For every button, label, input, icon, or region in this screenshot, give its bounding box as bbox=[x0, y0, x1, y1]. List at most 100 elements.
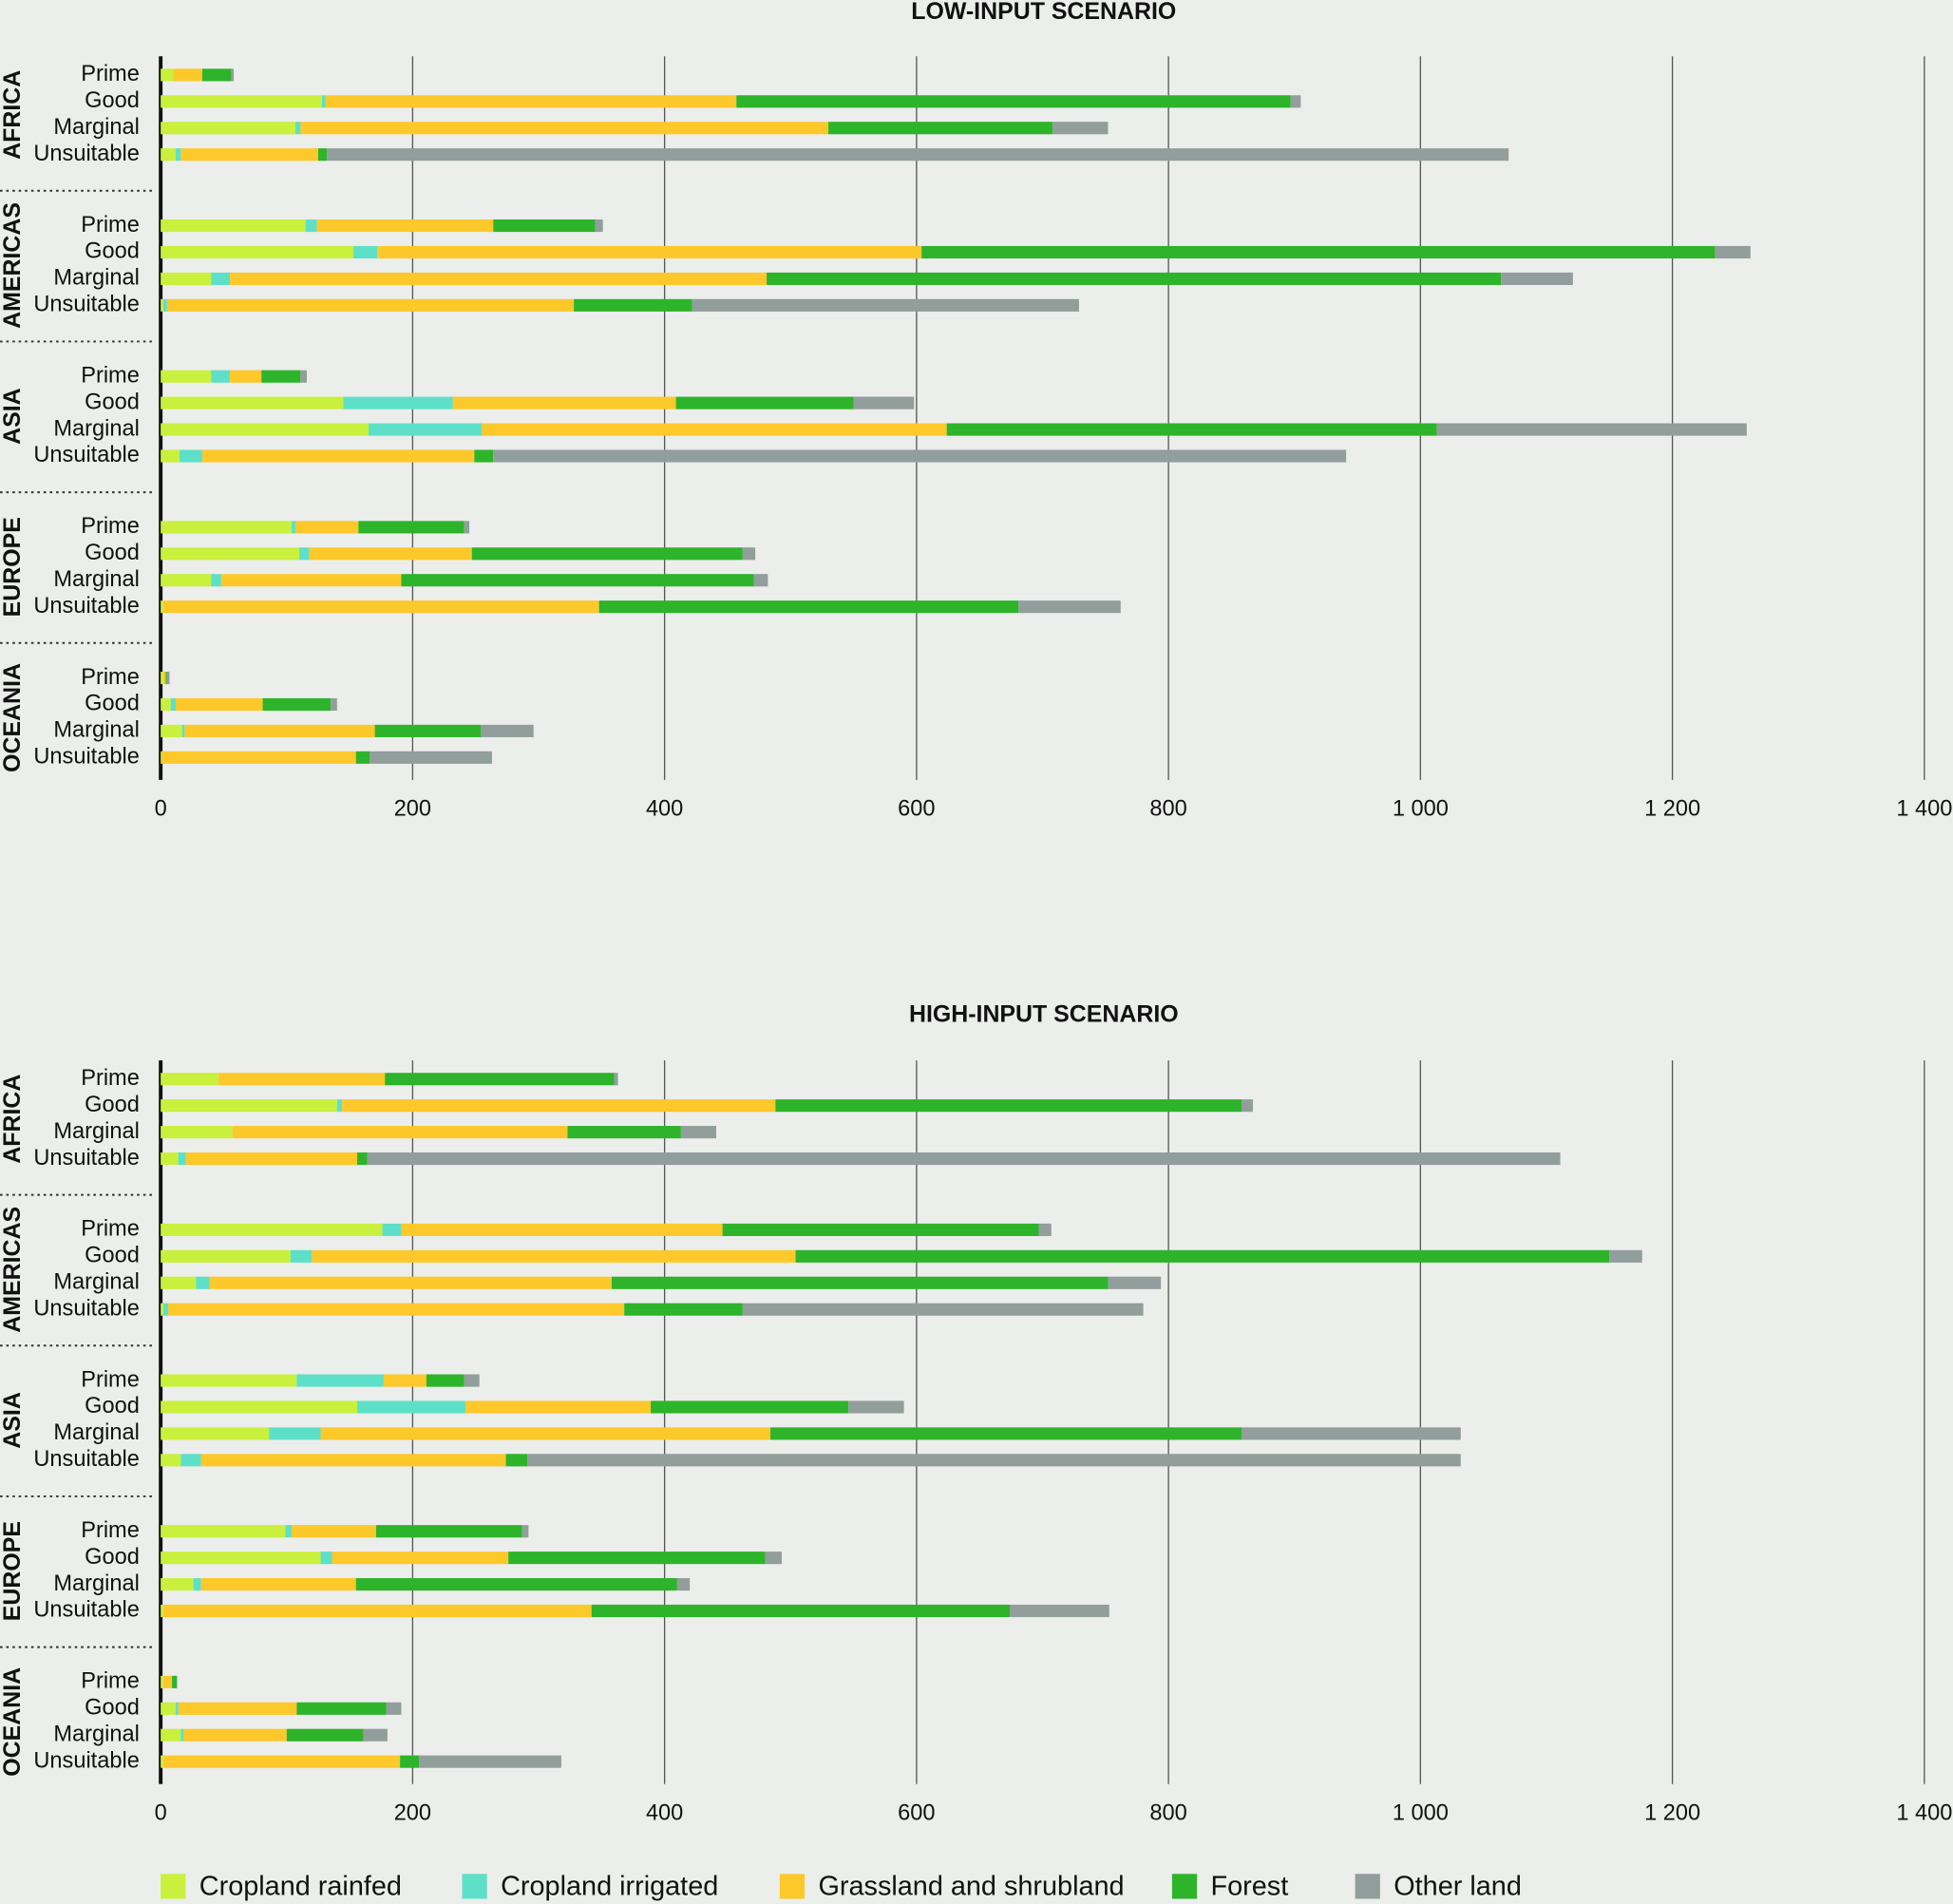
x-tick-label: 1 400 bbox=[1896, 1800, 1952, 1825]
bar-segment bbox=[230, 272, 768, 285]
bar-segment bbox=[262, 697, 332, 712]
bar-segment bbox=[230, 370, 262, 383]
bar-segment bbox=[295, 521, 359, 534]
bar-segment bbox=[161, 1223, 383, 1236]
bar-segment bbox=[1018, 600, 1121, 614]
bar-segment bbox=[161, 1249, 291, 1263]
bar-segment bbox=[946, 423, 1437, 436]
bar-segment bbox=[185, 1152, 358, 1166]
bar-segment bbox=[161, 1073, 219, 1086]
bar-segment bbox=[336, 1099, 343, 1113]
legend-label: Other land bbox=[1394, 1871, 1522, 1901]
bar-segment bbox=[296, 1374, 384, 1387]
y-tick-label: Marginal bbox=[53, 416, 139, 441]
y-tick-label: Unsuitable bbox=[33, 745, 139, 770]
region-label: EUROPE bbox=[0, 1521, 26, 1621]
bar-segment bbox=[1010, 1604, 1109, 1618]
bar-segment bbox=[401, 574, 754, 587]
bar-segment bbox=[367, 1152, 1561, 1166]
bar-segment bbox=[386, 1702, 402, 1715]
bar-segment bbox=[321, 95, 326, 108]
bar-segment bbox=[261, 370, 301, 383]
bar-segment bbox=[161, 521, 293, 534]
y-tick-label: Unsuitable bbox=[33, 293, 139, 317]
bar-segment bbox=[848, 1400, 904, 1414]
y-tick-label: Good bbox=[85, 390, 140, 414]
bar-segment bbox=[220, 574, 402, 587]
bar-segment bbox=[161, 1427, 270, 1440]
bar-segment bbox=[464, 1374, 480, 1387]
bar-segment bbox=[317, 148, 328, 162]
bar-segment bbox=[300, 370, 307, 383]
legend-swatch bbox=[779, 1874, 806, 1899]
bar-segment bbox=[312, 1249, 796, 1263]
bar-segment bbox=[161, 95, 322, 108]
bar-segment bbox=[309, 547, 472, 561]
bar-segment bbox=[180, 1728, 184, 1742]
y-tick-label: Marginal bbox=[53, 1722, 139, 1746]
bar-segment bbox=[375, 1525, 522, 1538]
bar-segment bbox=[161, 370, 212, 383]
bar-segment bbox=[161, 449, 180, 463]
x-tick-label: 800 bbox=[1149, 1800, 1186, 1825]
x-tick-label: 0 bbox=[155, 1800, 167, 1825]
bar-segment bbox=[595, 219, 603, 233]
bar-segment bbox=[343, 396, 453, 409]
bar-segment bbox=[574, 298, 692, 312]
bar-segment bbox=[770, 1427, 1242, 1440]
bar-segment bbox=[1052, 122, 1109, 135]
bar-segment bbox=[1436, 423, 1747, 436]
bar-segment bbox=[382, 1223, 402, 1236]
bar-segment bbox=[161, 1702, 177, 1715]
bar-segment bbox=[675, 396, 854, 409]
y-tick-label: Marginal bbox=[53, 718, 139, 743]
y-tick-label: Prime bbox=[81, 1669, 140, 1694]
region-label: AFRICA bbox=[0, 1075, 26, 1164]
legend-swatch bbox=[161, 1874, 186, 1899]
bar-segment bbox=[161, 751, 356, 764]
bar-segment bbox=[742, 547, 756, 561]
x-tick-label: 1 000 bbox=[1393, 797, 1449, 822]
bar-segment bbox=[521, 1525, 529, 1538]
bar-segment bbox=[611, 1276, 1109, 1289]
y-tick-label: Good bbox=[85, 692, 140, 716]
bar-segment bbox=[290, 1249, 313, 1263]
bar-segment bbox=[1108, 1276, 1162, 1289]
bar-segment bbox=[853, 396, 915, 409]
y-tick-label: Marginal bbox=[53, 1269, 139, 1294]
bar-segment bbox=[464, 521, 470, 534]
bar-segment bbox=[383, 1374, 427, 1387]
bar-segment bbox=[161, 1755, 163, 1768]
bar-segment bbox=[1242, 1427, 1461, 1440]
bar-segment bbox=[300, 122, 829, 135]
y-tick-label: Unsuitable bbox=[33, 1146, 139, 1171]
bar-segment bbox=[316, 219, 494, 233]
bar-segment bbox=[180, 1454, 201, 1467]
y-tick-label: Marginal bbox=[53, 1420, 139, 1445]
bar-segment bbox=[285, 1525, 293, 1538]
y-tick-label: Good bbox=[85, 1545, 140, 1570]
bar-segment bbox=[162, 1675, 173, 1688]
bar-segment bbox=[493, 219, 596, 233]
bar-segment bbox=[176, 148, 181, 162]
y-tick-label: Prime bbox=[81, 1066, 140, 1091]
y-tick-label: Unsuitable bbox=[33, 1748, 139, 1773]
region-label: AMERICAS bbox=[0, 202, 26, 329]
bar-segment bbox=[320, 1427, 771, 1440]
bar-segment bbox=[201, 449, 475, 463]
bar-segment bbox=[680, 1126, 717, 1139]
bar-segment bbox=[1715, 245, 1751, 259]
bar-segment bbox=[1501, 272, 1573, 285]
bar-segment bbox=[196, 1276, 210, 1289]
bar-segment bbox=[161, 1675, 163, 1688]
bar-segment bbox=[795, 1249, 1610, 1263]
bar-segment bbox=[419, 1755, 561, 1768]
bar-segment bbox=[742, 1303, 1144, 1316]
bar-segment bbox=[161, 1374, 297, 1387]
bar-segment bbox=[471, 547, 743, 561]
y-tick-label: Good bbox=[85, 541, 140, 565]
bar-segment bbox=[161, 298, 163, 312]
bar-segment bbox=[614, 1073, 618, 1086]
region-label: ASIA bbox=[0, 1392, 26, 1449]
